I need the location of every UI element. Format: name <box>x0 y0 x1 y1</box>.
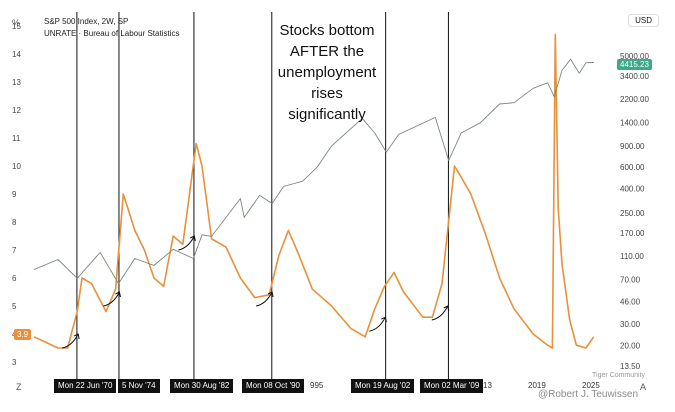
left-axis-tick-label: 7 <box>12 246 17 255</box>
annotation-text: Stocks bottom AFTER the unemployment ris… <box>262 20 392 125</box>
x-axis-tick-label: 2019 <box>528 381 546 390</box>
annotation-line: significantly <box>288 106 366 123</box>
left-axis-tick-label: 5 <box>12 302 17 311</box>
x-axis-tick-label: 2025 <box>582 381 600 390</box>
bottom-marker-label: Mon 30 Aug '82 <box>170 379 234 393</box>
x-axis-tick-label: 995 <box>310 381 324 390</box>
left-axis-tick-label: 6 <box>12 274 17 283</box>
bottom-marker-label: Mon 22 Jun '70 <box>54 379 117 393</box>
bottom-marker-label: Mon 19 Aug '02 <box>351 379 415 393</box>
annotation-arrow <box>62 333 79 349</box>
annotation-arrowhead <box>115 291 121 298</box>
right-axis-tick-label: 1400.00 <box>620 119 649 128</box>
watermark-author: @Robert J. Teuwissen <box>538 389 639 400</box>
legend-item-sp500: S&P 500 Index, 2W, SP <box>44 17 129 26</box>
annotation-arrow <box>369 316 386 332</box>
left-axis-tick-label: 3 <box>12 358 17 367</box>
zoom-reset-button[interactable]: Z <box>16 382 22 392</box>
annotation-arrow <box>255 291 273 307</box>
annotation-arrowhead <box>381 316 387 323</box>
annotation-arrowhead <box>443 305 450 312</box>
right-axis-tick-label: 13.50 <box>620 362 641 371</box>
left-axis-tick-label: 9 <box>12 190 17 199</box>
unrate-value-badge: 3.9 <box>14 329 32 340</box>
auto-scale-button[interactable]: A <box>640 382 647 392</box>
right-axis-tick-label: 110.00 <box>620 252 644 261</box>
bottom-marker-label: 5 Nov '74 <box>118 379 160 393</box>
right-axis-tick-label: 20.00 <box>620 341 641 350</box>
sp500-series-line <box>33 58 594 285</box>
annotation-line: unemployment <box>277 64 377 81</box>
right-axis-tick-label: 5000.00 <box>620 52 649 61</box>
left-axis-tick-label: 14 <box>12 50 21 59</box>
unrate-series-line <box>33 33 595 349</box>
bottom-marker-label: Mon 08 Oct '90 <box>242 379 304 393</box>
right-axis-tick-label: 400.00 <box>620 184 645 193</box>
right-axis-tick-label: 70.00 <box>620 276 641 285</box>
right-axis-tick-label: 30.00 <box>620 320 641 329</box>
annotation-line: AFTER the <box>289 43 365 60</box>
left-axis-tick-label: 8 <box>12 218 17 227</box>
annotation-arrow <box>103 291 120 307</box>
annotation-arrowhead <box>73 333 80 340</box>
right-axis-tick-label: 170.00 <box>620 229 645 238</box>
annotation-arrowhead <box>267 291 274 298</box>
left-axis-tick-label: 15 <box>12 22 21 31</box>
right-axis-tick-label: 46.00 <box>620 298 641 307</box>
bottom-marker-label: Mon 02 Mar '09 <box>420 379 484 393</box>
left-axis-tick-label: 12 <box>12 106 21 115</box>
annotation-arrowhead <box>190 235 196 242</box>
right-axis-tick-label: 2200.00 <box>620 95 649 104</box>
annotation-line: Stocks bottom <box>279 22 375 39</box>
x-axis-tick-label: 13 <box>483 381 492 390</box>
legend: S&P 500 Index, 2W, SP UNRATE · Bureau of… <box>44 16 179 40</box>
annotation-line: rises <box>311 85 343 102</box>
left-axis-tick-label: 13 <box>12 78 21 87</box>
annotation-arrow <box>178 235 195 251</box>
right-axis-tick-label: 900.00 <box>620 142 645 151</box>
currency-selector[interactable]: USD <box>628 14 659 27</box>
left-axis-tick-label: 11 <box>12 134 21 143</box>
sp500-value-badge: 4415.23 <box>617 59 652 70</box>
left-axis-tick-label: 10 <box>12 162 21 171</box>
right-axis-tick-label: 600.00 <box>620 163 645 172</box>
annotation-arrow <box>431 305 449 321</box>
legend-item-unrate: UNRATE · Bureau of Labour Statistics <box>44 29 180 38</box>
right-axis-tick-label: 3400.00 <box>620 72 649 81</box>
right-axis-tick-label: 250.00 <box>620 209 645 218</box>
left-axis-unit: % <box>12 18 21 28</box>
watermark-community: Tiger Community <box>592 372 646 379</box>
